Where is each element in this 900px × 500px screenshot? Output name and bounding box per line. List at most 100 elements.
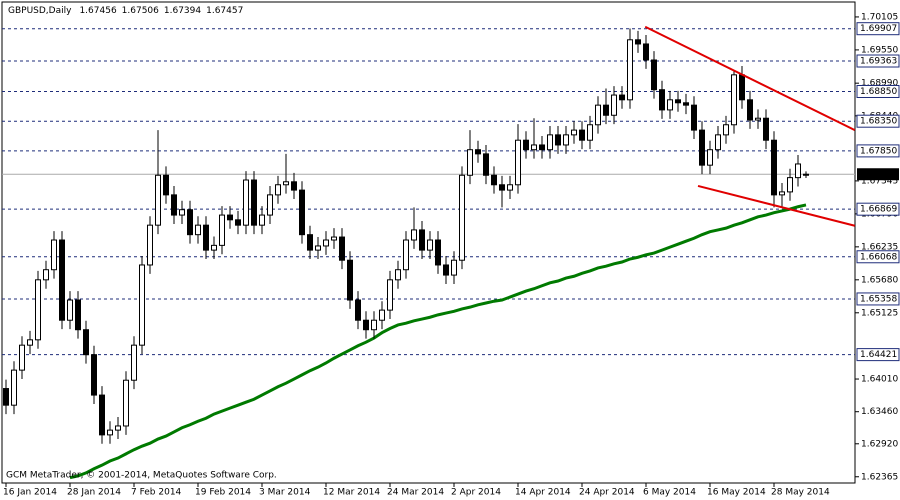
current-price-label: 1.67457 <box>860 170 897 180</box>
x-tick-label: 3 Mar 2014 <box>259 488 311 498</box>
candle-body <box>379 309 385 321</box>
candle-body <box>283 181 289 186</box>
candle-body <box>171 194 177 216</box>
level-label-box <box>856 22 900 36</box>
level-label-box <box>856 348 900 362</box>
candle-body <box>115 425 121 431</box>
candle-body <box>259 214 265 226</box>
candle-body <box>547 134 553 151</box>
candle-body <box>723 124 729 136</box>
candle-body <box>675 99 681 104</box>
x-tick-label: 28 Jan 2014 <box>67 488 121 498</box>
candle-body <box>539 144 545 151</box>
x-tick-label: 28 May 2014 <box>771 488 830 498</box>
x-tick-label: 16 May 2014 <box>707 488 766 498</box>
candle-body <box>571 129 577 136</box>
candle-body <box>267 194 273 216</box>
level-label-box <box>856 202 900 216</box>
candle-body <box>227 214 233 221</box>
trendline <box>697 184 856 227</box>
candle-body <box>91 354 97 396</box>
candle-body <box>195 224 201 236</box>
candle-body <box>243 179 249 226</box>
y-tick-label: 1.63460 <box>861 407 898 417</box>
candle-body <box>211 244 217 251</box>
x-tick-label: 24 Mar 2014 <box>387 488 444 498</box>
y-tick-label: 1.70105 <box>861 12 898 22</box>
level-label: 1.66068 <box>860 252 897 262</box>
level-label: 1.69363 <box>860 57 897 67</box>
candle-body <box>139 264 145 346</box>
candle-body <box>691 104 697 131</box>
x-tick-label: 16 Jan 2014 <box>3 488 57 498</box>
header-close: 1.67457 <box>206 6 243 16</box>
x-tick-label: 14 Apr 2014 <box>515 488 571 498</box>
candle-body <box>747 99 753 121</box>
candle-body <box>11 369 17 406</box>
candle-body <box>523 139 529 151</box>
candle-body <box>291 181 297 191</box>
candle-body <box>467 149 473 176</box>
candle-body <box>307 234 313 251</box>
level-label: 1.67850 <box>860 146 897 156</box>
y-tick-label: 1.62920 <box>861 439 898 449</box>
y-tick-label: 1.68990 <box>861 79 898 89</box>
level-label: 1.64421 <box>860 350 897 360</box>
candle-body <box>427 239 433 251</box>
candle-body <box>443 264 449 276</box>
level-label: 1.68350 <box>860 117 897 127</box>
y-tick-label: 1.66235 <box>861 242 898 252</box>
current-price-box <box>857 168 899 181</box>
level-label-box <box>856 114 900 128</box>
candle-body <box>59 239 65 321</box>
candle-body <box>131 344 137 381</box>
candle-body <box>555 134 561 146</box>
candle-body <box>763 117 769 141</box>
candle-body <box>611 94 617 116</box>
y-tick-label: 1.65125 <box>861 308 898 318</box>
x-tick-label: 24 Apr 2014 <box>579 488 635 498</box>
level-label: 1.65358 <box>860 294 897 304</box>
candle-body <box>779 191 785 196</box>
candle-body <box>83 329 89 356</box>
level-label-box <box>856 292 900 306</box>
chart-title: GBPUSD,Daily <box>8 6 72 16</box>
candle-body <box>755 117 761 121</box>
candle-body <box>371 319 377 331</box>
candle-body <box>355 299 361 321</box>
candle-body <box>179 209 185 216</box>
candle-body <box>203 224 209 251</box>
header-high: 1.67506 <box>122 6 159 16</box>
x-tick-label: 19 Feb 2014 <box>195 488 251 498</box>
candle-body <box>531 144 537 151</box>
candle-body <box>795 163 801 179</box>
candle-body <box>483 153 489 176</box>
candle-body <box>619 94 625 101</box>
level-label-box <box>856 144 900 158</box>
candle-body <box>43 269 49 281</box>
candle-body <box>363 319 369 331</box>
candle-body <box>603 104 609 116</box>
candle-body <box>3 388 9 406</box>
candle-body <box>499 184 505 191</box>
level-label: 1.66869 <box>860 205 897 215</box>
candle-body <box>339 236 345 261</box>
candle-body <box>235 219 241 226</box>
candle-body <box>387 279 393 311</box>
candle-body <box>651 59 657 91</box>
trendline <box>644 25 856 132</box>
candle-body <box>515 139 521 186</box>
candle-body <box>731 74 737 126</box>
candle-body <box>187 209 193 236</box>
candle-body <box>715 134 721 151</box>
candle-body <box>323 239 329 247</box>
candle-body <box>635 39 641 45</box>
x-tick-label: 6 May 2014 <box>643 488 696 498</box>
candle-body <box>739 74 745 101</box>
candle-body <box>75 299 81 331</box>
level-label-box <box>856 84 900 98</box>
level-label-box <box>856 54 900 68</box>
y-tick-label: 1.62365 <box>861 472 898 482</box>
candle-body <box>155 174 161 226</box>
